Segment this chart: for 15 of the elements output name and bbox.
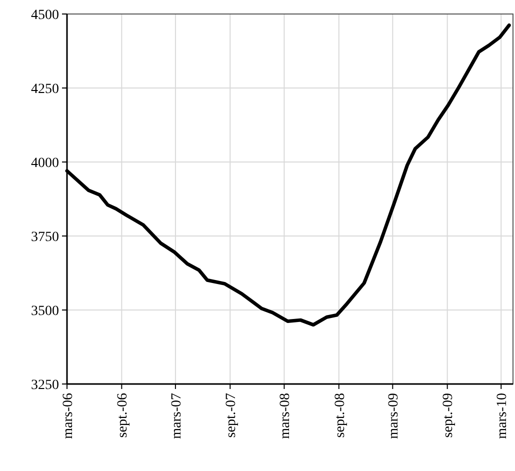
x-tick-label: mars-06 <box>60 393 76 439</box>
y-tick-label: 4000 <box>31 156 59 171</box>
x-tick-label: sept.-06 <box>116 393 131 438</box>
x-tick-label: mars-08 <box>278 393 294 439</box>
x-tick-label: mars-09 <box>386 393 402 439</box>
x-tick-label: sept.-08 <box>332 393 348 438</box>
x-tick-label: sept.-07 <box>224 393 240 438</box>
y-tick-label: 4250 <box>31 82 59 97</box>
y-tick-label: 3750 <box>31 230 59 245</box>
x-tick-label: mars-10 <box>495 393 510 439</box>
y-tick-label: 4500 <box>31 8 59 23</box>
y-tick-label: 3250 <box>31 378 59 393</box>
y-tick-label: 3500 <box>31 304 59 319</box>
x-tick-label: mars-07 <box>169 393 184 439</box>
x-tick-label: sept.-09 <box>441 393 456 438</box>
